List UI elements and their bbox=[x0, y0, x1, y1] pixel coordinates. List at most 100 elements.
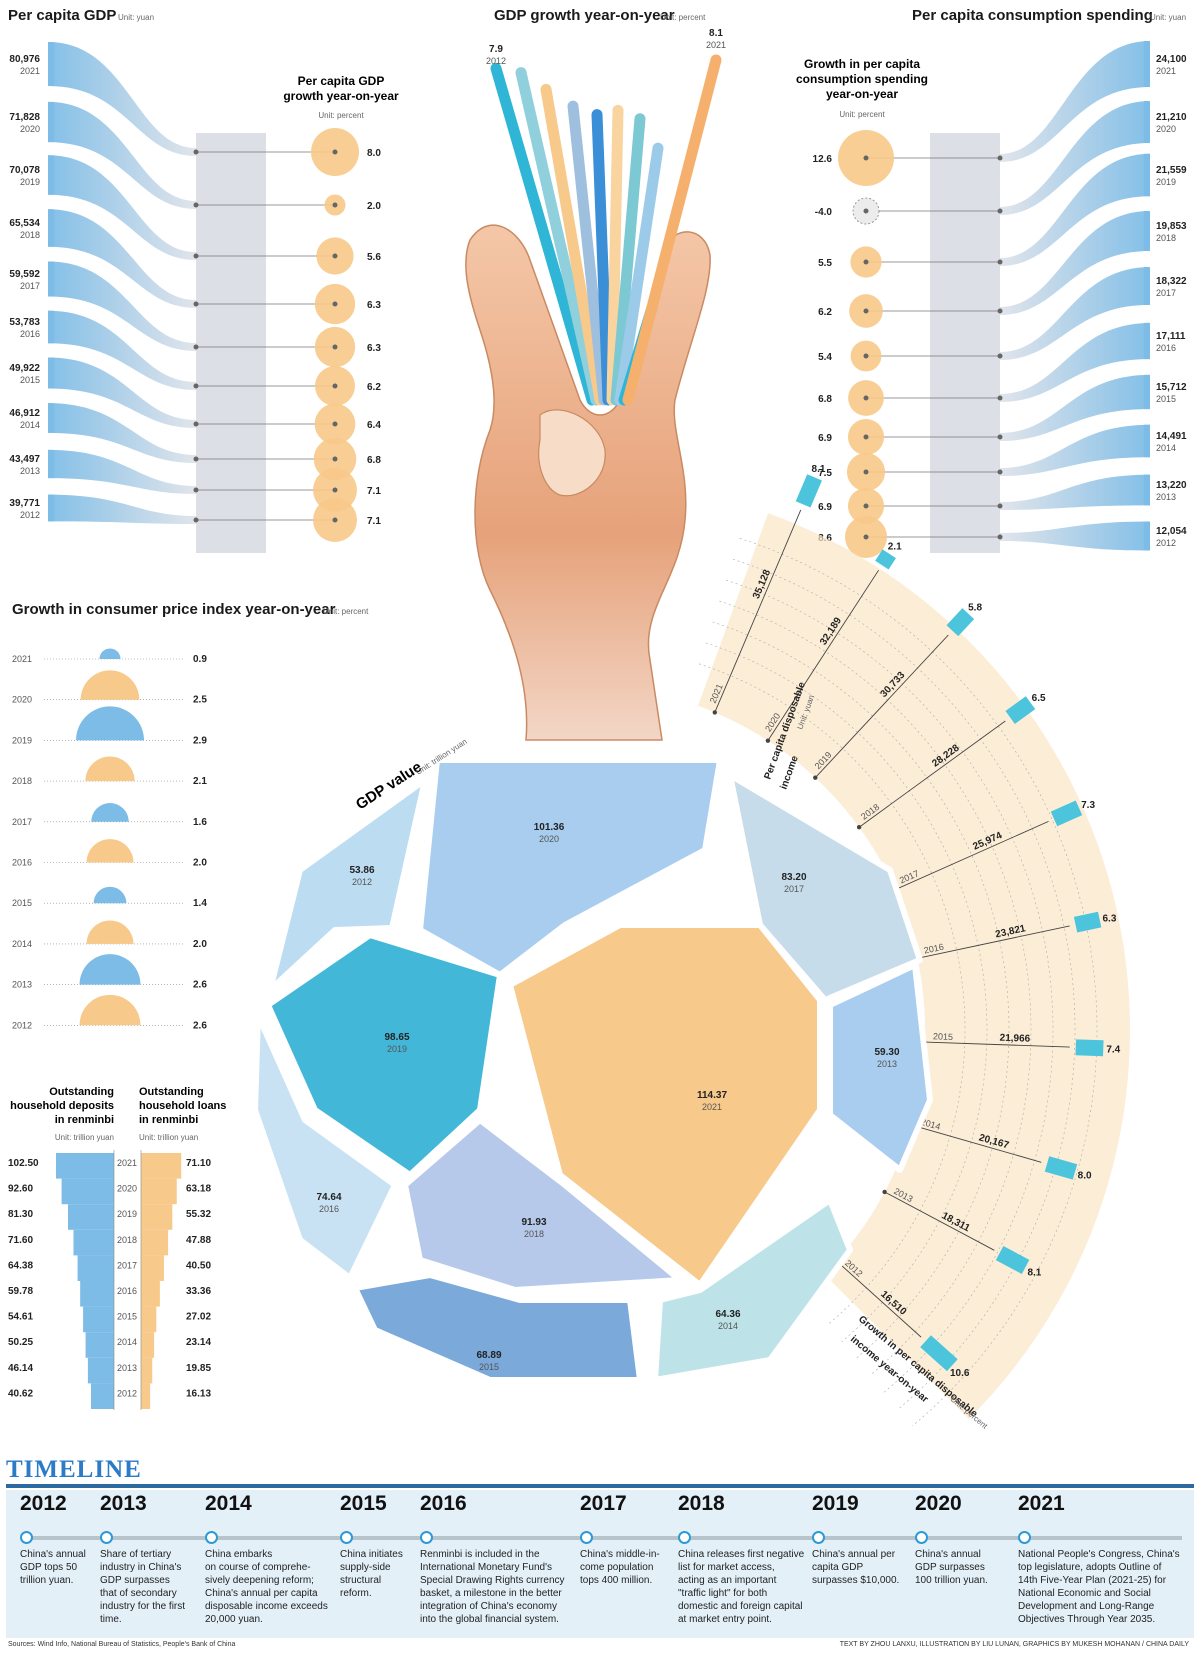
consumption-flow bbox=[1000, 374, 1150, 441]
income-growth-value: 7.3 bbox=[1081, 800, 1095, 811]
deposits-loans-year: 2018 bbox=[117, 1235, 137, 1245]
per-capita-gdp-growth-anchor bbox=[193, 301, 199, 307]
timeline-year: 2019 bbox=[812, 1492, 859, 1515]
income-year: 2016 bbox=[923, 942, 945, 956]
cpi-value: 0.9 bbox=[193, 654, 207, 665]
timeline-text-line: into the global financial system. bbox=[420, 1614, 559, 1625]
consumption-growth-value: 6.2 bbox=[818, 307, 832, 318]
cpi-semicircles: 2021 0.9 2020 2.5 2019 2.9 2018 2.1 2017 1.6 2016 2… bbox=[12, 648, 207, 1031]
deposits-value: 46.14 bbox=[8, 1363, 33, 1374]
income-growth-value: 6.3 bbox=[1102, 913, 1116, 924]
income-anchor bbox=[882, 1189, 887, 1195]
per-capita-gdp-bar bbox=[48, 209, 54, 247]
income-leader bbox=[858, 720, 1006, 828]
per-capita-gdp-flow bbox=[48, 101, 196, 209]
timeline-text-line: supply-side bbox=[340, 1562, 391, 1573]
timeline-text-line: acting as an important bbox=[678, 1575, 777, 1586]
per-capita-gdp-year: 2018 bbox=[20, 230, 40, 240]
consumption-growth-anchor bbox=[997, 395, 1003, 401]
timeline-text-line: integration of China's economy bbox=[420, 1601, 557, 1612]
cpi-unit: Unit: percent bbox=[323, 607, 369, 616]
income-growth-tag bbox=[946, 608, 975, 637]
per-capita-gdp-bar bbox=[48, 449, 54, 479]
loans-value: 40.50 bbox=[186, 1260, 211, 1271]
timeline-text-line: surpasses $10,000. bbox=[812, 1575, 900, 1586]
timeline-entry: 2018 China releases first negative list fo… bbox=[678, 1492, 804, 1625]
deposits-loans-year: 2014 bbox=[117, 1337, 137, 1347]
income-leader bbox=[884, 1191, 995, 1251]
loans-value: 47.88 bbox=[186, 1235, 211, 1246]
deposits-bar bbox=[91, 1383, 114, 1409]
consumption-value: 19,853 bbox=[1156, 221, 1187, 232]
consumption-bar bbox=[1144, 267, 1150, 305]
gdp-panel-value: 98.65 bbox=[384, 1032, 409, 1043]
gdp-panel-year: 2016 bbox=[319, 1204, 339, 1214]
per-capita-gdp-value: 70,078 bbox=[9, 165, 40, 176]
gdp-growth-bar bbox=[614, 142, 664, 406]
gdp-growth-bar bbox=[490, 62, 598, 406]
consumption-growth-anchor bbox=[997, 353, 1003, 359]
timeline-text-line: China releases first negative bbox=[678, 1549, 805, 1560]
deposits-value: 59.78 bbox=[8, 1286, 33, 1297]
per-capita-gdp-value: 53,783 bbox=[9, 317, 40, 328]
cpi-semicircle bbox=[91, 803, 129, 822]
per-capita-gdp-band bbox=[196, 133, 266, 553]
consumption-growth-dot bbox=[863, 259, 869, 265]
timeline-text-line: Development and Long-Range bbox=[1018, 1601, 1155, 1612]
income-guide-ring bbox=[739, 538, 1098, 1427]
timeline-text-line: China's annual per capita bbox=[205, 1588, 318, 1599]
timeline-text-line: basket, a milestone in the better bbox=[420, 1588, 562, 1599]
cpi-semicircle bbox=[79, 954, 141, 985]
consumption-value: 24,100 bbox=[1156, 54, 1187, 65]
income-growth-tag bbox=[795, 474, 822, 508]
income-growth-tag bbox=[1044, 1156, 1078, 1180]
consumption-year: 2021 bbox=[1156, 66, 1176, 76]
consumption-flow bbox=[1000, 153, 1150, 266]
per-capita-gdp-year: 2016 bbox=[20, 329, 40, 339]
income-year: 2015 bbox=[933, 1031, 953, 1042]
consumption-growth-anchor bbox=[997, 155, 1003, 161]
per-capita-gdp-growth-dot bbox=[332, 253, 338, 259]
income-leader bbox=[911, 1124, 1042, 1163]
timeline-dot bbox=[812, 1531, 825, 1544]
per-capita-gdp-value: 65,534 bbox=[9, 218, 40, 229]
per-capita-gdp-growth-value: 6.4 bbox=[367, 420, 381, 431]
per-capita-gdp-value: 49,922 bbox=[9, 363, 40, 374]
deposits-loans-year: 2017 bbox=[117, 1260, 137, 1270]
timeline-dot bbox=[20, 1531, 33, 1544]
income-band bbox=[697, 513, 1130, 1419]
gdp-panel bbox=[417, 757, 723, 978]
per-capita-gdp-growth-anchor bbox=[193, 253, 199, 259]
gdp-panel-year: 2017 bbox=[784, 884, 804, 894]
income-leader bbox=[894, 820, 1049, 891]
loans-bar bbox=[141, 1255, 164, 1281]
consumption-growth-dot bbox=[863, 395, 869, 401]
consumption-growth-dot bbox=[863, 503, 869, 509]
timeline-text: China's annual GDP surpasses 100 trillion … bbox=[915, 1548, 1010, 1587]
cpi-year: 2020 bbox=[12, 695, 32, 705]
per-capita-gdp-flow bbox=[48, 357, 196, 428]
deposits-value: 64.38 bbox=[8, 1260, 33, 1271]
deposits-bar bbox=[56, 1153, 114, 1179]
per-capita-gdp-title: Per capita GDP bbox=[8, 7, 116, 24]
deposits-bar bbox=[73, 1229, 114, 1256]
loans-bar bbox=[141, 1229, 169, 1256]
timeline-text-line: sively deepening reform; bbox=[205, 1575, 314, 1586]
per-capita-gdp-bar bbox=[48, 101, 54, 143]
timeline-year: 2018 bbox=[678, 1492, 725, 1515]
gdp-growth-year-first: 2012 bbox=[486, 56, 506, 66]
gdp-growth-label-last: 8.1 bbox=[709, 28, 723, 39]
income-growth-tag bbox=[1005, 696, 1036, 724]
consumption-growth-anchor bbox=[997, 434, 1003, 440]
cpi-year: 2012 bbox=[12, 1020, 32, 1030]
income-title-line2: income bbox=[778, 754, 800, 791]
timeline-text-line: China's annual per bbox=[812, 1549, 896, 1560]
consumption-bar bbox=[1144, 101, 1150, 143]
income-anchor bbox=[856, 825, 862, 830]
per-capita-gdp-value: 59,592 bbox=[9, 269, 40, 280]
gdp-panel-year: 2015 bbox=[479, 1362, 499, 1372]
consumption-year: 2016 bbox=[1156, 343, 1176, 353]
consumption-value: 14,491 bbox=[1156, 431, 1187, 442]
deposits-loans-year: 2019 bbox=[117, 1209, 137, 1219]
